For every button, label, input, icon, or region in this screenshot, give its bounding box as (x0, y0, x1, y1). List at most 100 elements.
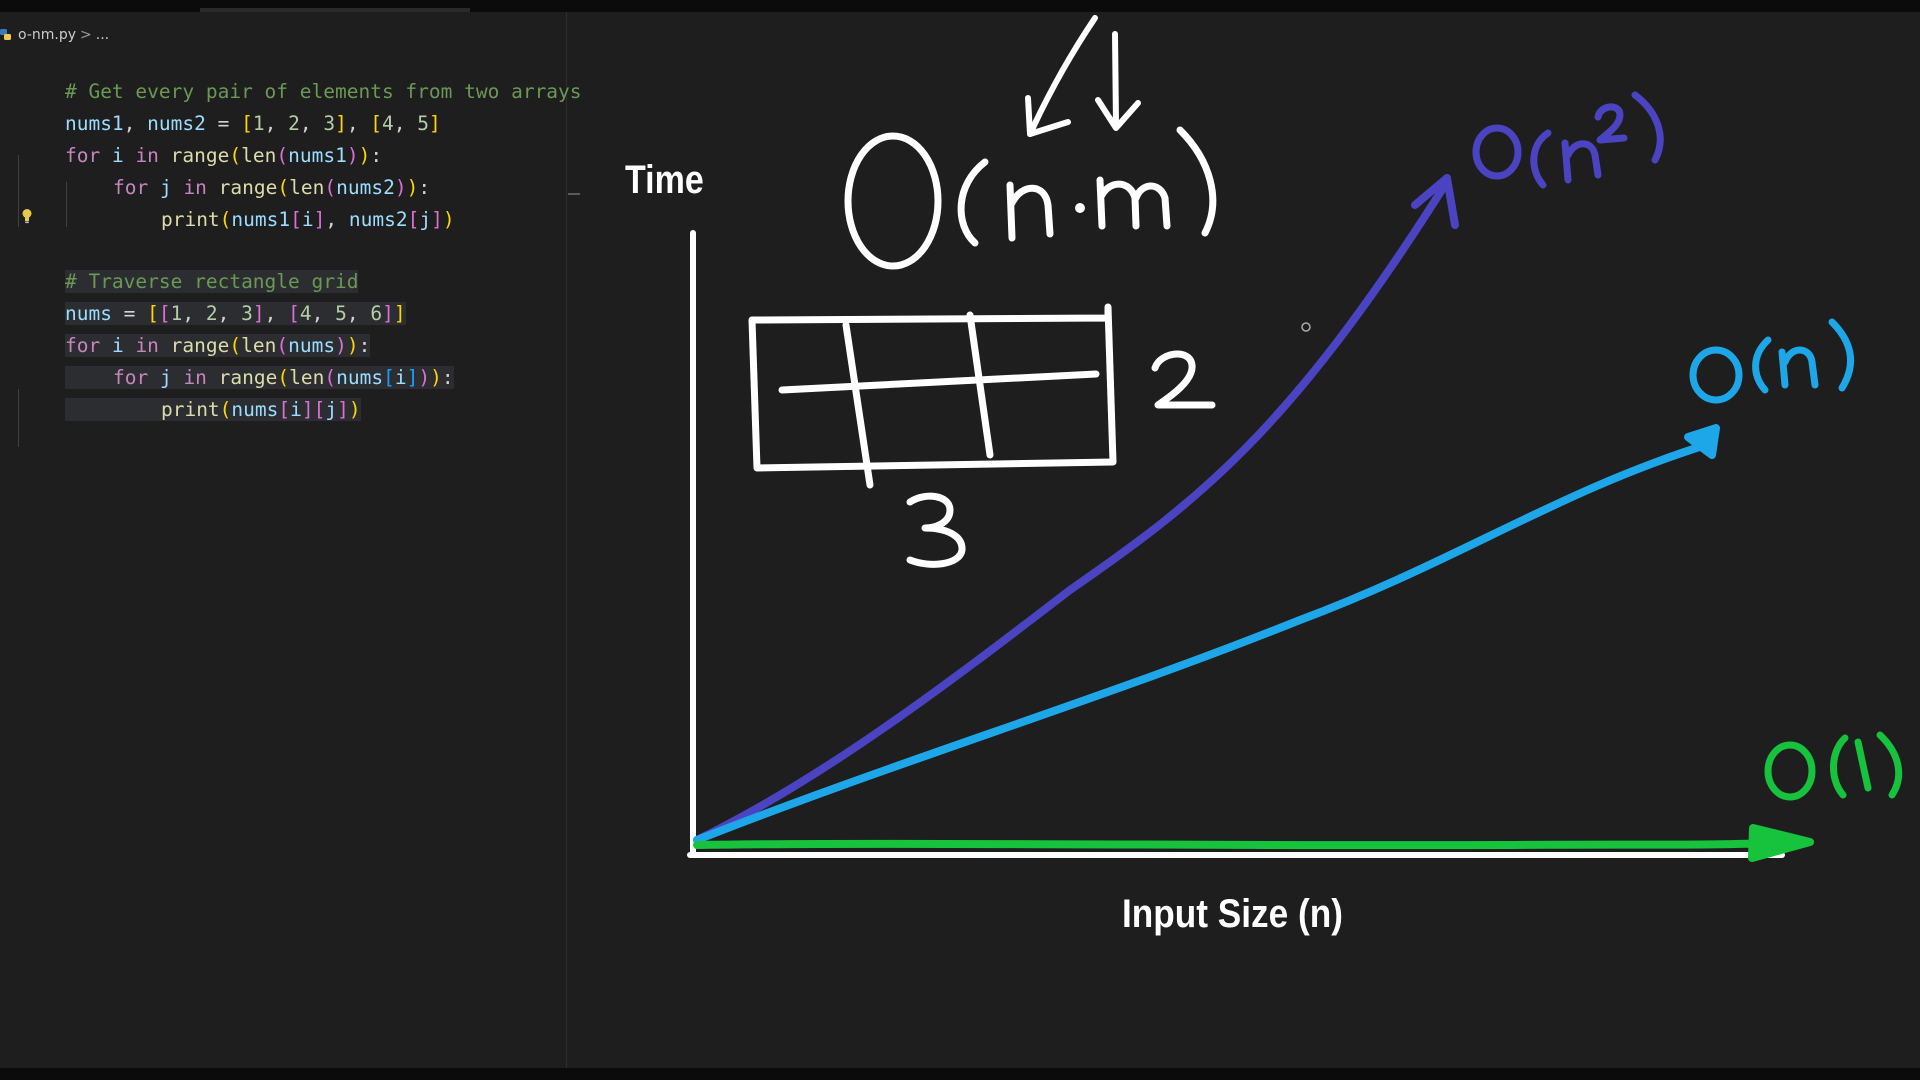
token: 2 (205, 302, 218, 325)
token: [ (147, 302, 159, 325)
token: [ (407, 208, 420, 231)
token: , (393, 112, 418, 135)
token: [ (241, 112, 253, 135)
token: , (311, 302, 336, 325)
grid-divider-horizontal (778, 370, 1100, 394)
token: ] (406, 366, 419, 389)
code-line-9: for j in range(len(nums[i])): (18, 336, 454, 389)
token: ) (394, 176, 407, 199)
token: 2 (288, 112, 300, 135)
grid-divider-vertical (842, 321, 874, 489)
chevron-right-icon: > (80, 27, 92, 43)
token: for (64, 334, 101, 357)
whiteboard-canvas[interactable]: Time Input Size (n) (567, 12, 1920, 1068)
indent-guide (66, 182, 67, 227)
token: 6 (370, 302, 383, 325)
laser-pointer-dot (1301, 322, 1311, 332)
editor-tab-strip[interactable] (200, 8, 470, 12)
token: j (159, 176, 172, 199)
token: j (419, 208, 432, 231)
code-line-8: for i in range(len(nums)): (18, 304, 371, 357)
indent-guide (18, 389, 19, 447)
label-o-n (1689, 318, 1855, 404)
y-axis-label: Time (625, 158, 704, 202)
label-o-1 (1764, 731, 1903, 801)
code-line-6: # Traverse rectangle grid (18, 240, 359, 293)
token: ] (335, 112, 347, 135)
token: , (182, 302, 206, 325)
curve-o-n (693, 439, 1716, 844)
token: ) (346, 334, 359, 357)
token: ( (277, 176, 290, 199)
breadcrumb-filename[interactable]: o-nm.py (18, 27, 77, 43)
token: ] (431, 208, 443, 231)
code-editor[interactable] (0, 12, 567, 1068)
token: ( (324, 176, 337, 199)
token: ) (406, 176, 419, 199)
token: ) (418, 366, 431, 389)
token: , (346, 302, 371, 325)
token: ] (252, 302, 265, 325)
token: ] (337, 398, 349, 421)
token: nums2 (336, 176, 395, 199)
token: print (160, 208, 220, 231)
token: ) (335, 334, 347, 357)
token: nums1 (288, 144, 347, 167)
token: for (112, 366, 149, 389)
token: range (218, 366, 278, 389)
selection: nums = [[1, 2, 3], [4, 5, 6]] (64, 302, 406, 325)
token: j (325, 398, 338, 421)
minimap-marker (568, 193, 580, 195)
editor-divider (566, 12, 567, 1068)
handwritten-paren (1176, 126, 1217, 237)
token: 5 (417, 112, 430, 135)
token: in (171, 176, 219, 199)
token: [ (290, 208, 302, 231)
indent-guide (18, 155, 19, 227)
token: in (171, 366, 219, 389)
token: for (64, 144, 101, 167)
code-line-2: nums1, nums2 = [1, 2, 3], [4, 5] (18, 82, 441, 135)
curve-o-n-squared (693, 181, 1449, 844)
token: ] (313, 208, 326, 231)
token: = (111, 302, 148, 325)
token: [ (278, 398, 291, 421)
lightbulb-icon[interactable] (21, 208, 33, 224)
code-line-5: print(nums1[i], nums2[j]) (18, 178, 455, 231)
token: in (123, 334, 171, 357)
code-line-3: for i in range(len(nums1)): (18, 114, 382, 167)
token: ] (382, 302, 394, 325)
handwritten-arrow (1025, 95, 1071, 137)
bottom-bar (0, 1068, 1920, 1080)
grid-outer (748, 303, 1117, 472)
token: 3 (241, 302, 253, 325)
token: ( (277, 366, 290, 389)
token: ] (301, 398, 314, 421)
token: [ (370, 112, 383, 135)
token: [ (158, 302, 171, 325)
handwritten-arrow (1027, 15, 1098, 137)
handwritten-3 (906, 492, 966, 568)
breadcrumb-more[interactable]: ... (95, 27, 110, 43)
token: , (264, 112, 289, 135)
token: j (159, 366, 172, 389)
token: nums (336, 366, 384, 389)
grid-divider-vertical (966, 311, 994, 459)
token: i (111, 334, 124, 357)
token: range (170, 144, 230, 167)
token: 4 (299, 302, 312, 325)
token: : (441, 366, 454, 389)
handwritten-dot (1075, 203, 1085, 213)
label-o-n-squared (1472, 91, 1664, 189)
token: ) (348, 398, 361, 421)
x-axis-label: Input Size (n) (1122, 892, 1343, 936)
token: nums1 (64, 112, 124, 135)
handwritten-paren (957, 158, 989, 247)
token: , (299, 112, 324, 135)
handwritten-arrow (1095, 97, 1141, 131)
handwritten-2 (1151, 350, 1216, 409)
token: nums2 (348, 208, 408, 231)
token: nums (64, 302, 112, 325)
token: i (301, 208, 314, 231)
token: ( (219, 208, 232, 231)
